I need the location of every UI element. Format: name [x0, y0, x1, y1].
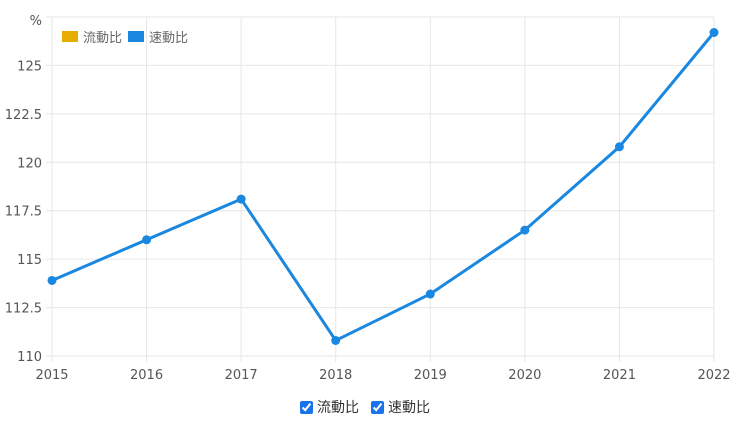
y-tick-label: 110 [17, 350, 42, 365]
legend-label: 流動比 [83, 31, 123, 46]
toggle-current-ratio[interactable]: 流動比 [300, 397, 359, 417]
x-tick-label: 2019 [414, 368, 447, 383]
x-tick-label: 2015 [35, 368, 68, 383]
data-point [614, 142, 624, 152]
checkbox-current-ratio[interactable] [300, 400, 313, 414]
legend-label: 速動比 [149, 31, 189, 46]
legend: 流動比 速動比 [62, 27, 188, 46]
series-toggles: 流動比 速動比 [300, 397, 430, 417]
x-tick-label: 2021 [603, 368, 636, 383]
legend-swatch [128, 31, 145, 42]
x-tick-label: 2020 [508, 368, 541, 383]
legend-item-quick-ratio[interactable]: 速動比 [128, 27, 188, 46]
data-point [236, 194, 246, 204]
data-point [425, 289, 435, 299]
y-tick-label: 112.5 [5, 302, 42, 317]
y-tick-label: 122.5 [5, 108, 42, 123]
data-point [331, 336, 341, 346]
toggle-label: 速動比 [388, 400, 430, 416]
y-tick-label: 125 [17, 59, 42, 74]
data-point [142, 235, 152, 245]
series-line-1 [51, 31, 716, 343]
toggle-quick-ratio[interactable]: 速動比 [371, 397, 430, 417]
y-axis-unit: % [30, 14, 42, 29]
checkbox-quick-ratio[interactable] [371, 400, 384, 414]
x-tick-label: 2016 [130, 368, 163, 383]
legend-item-current-ratio[interactable]: 流動比 [62, 27, 122, 46]
legend-swatch [62, 31, 78, 42]
data-point [709, 27, 719, 37]
toggle-label: 流動比 [317, 400, 359, 416]
x-tick-label: 2017 [225, 368, 258, 383]
y-tick-label: 117.5 [5, 205, 42, 220]
x-tick-label: 2018 [319, 368, 352, 383]
y-tick-label: 120 [17, 156, 42, 171]
data-point [520, 225, 530, 235]
x-tick-label: 2022 [697, 368, 730, 383]
data-point [47, 275, 57, 285]
y-tick-label: 115 [17, 253, 42, 268]
